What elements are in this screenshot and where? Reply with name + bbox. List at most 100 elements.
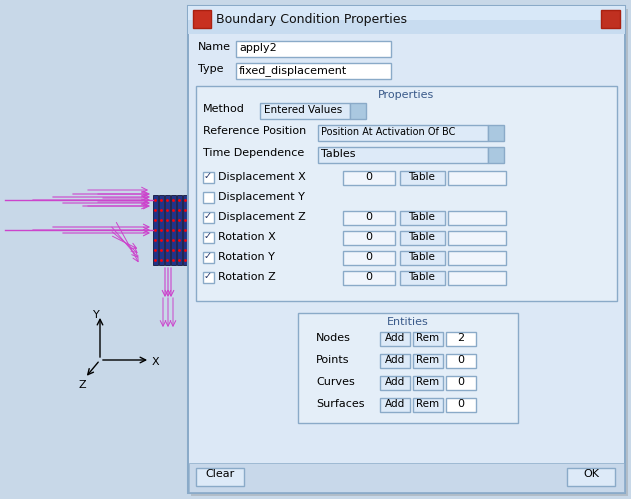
Bar	[191, 9, 628, 496]
Text: Table: Table	[408, 172, 435, 182]
Text: Table: Table	[408, 232, 435, 242]
Bar	[318, 125, 488, 141]
Bar	[448, 171, 506, 185]
Text: 2: 2	[457, 333, 464, 343]
Text: Table: Table	[408, 212, 435, 222]
Bar	[318, 147, 488, 163]
Text: Displacement X: Displacement X	[218, 172, 306, 182]
Bar	[601, 10, 620, 28]
Bar	[343, 231, 395, 245]
Bar	[188, 6, 625, 493]
Bar	[236, 41, 391, 57]
Bar	[380, 376, 410, 390]
Bar	[193, 10, 211, 28]
Bar	[189, 34, 624, 492]
Text: Rem: Rem	[416, 333, 440, 343]
Text: 0: 0	[365, 212, 372, 222]
Bar	[298, 313, 518, 423]
Text: Z: Z	[78, 380, 86, 390]
Text: Tables: Tables	[321, 149, 355, 159]
Text: X: X	[152, 357, 160, 367]
Bar	[446, 354, 476, 368]
Bar	[567, 468, 615, 486]
Bar	[165, 195, 170, 265]
Text: Table: Table	[408, 252, 435, 262]
Text: Reference Position: Reference Position	[203, 126, 306, 136]
Bar	[343, 211, 395, 225]
Bar	[343, 251, 395, 265]
Bar	[177, 195, 182, 265]
Text: 0: 0	[365, 252, 372, 262]
Text: ✓: ✓	[204, 271, 212, 281]
Bar	[446, 332, 476, 346]
Bar	[607, 195, 612, 265]
Bar	[236, 63, 391, 79]
Bar	[400, 171, 445, 185]
Bar	[413, 398, 443, 412]
Bar	[203, 232, 214, 243]
Bar	[203, 172, 214, 183]
Bar	[448, 211, 506, 225]
Text: Table: Table	[408, 272, 435, 282]
Text: Rotation Y: Rotation Y	[218, 252, 275, 262]
Text: Rem: Rem	[416, 355, 440, 365]
Text: Method: Method	[203, 104, 245, 114]
Text: 0: 0	[365, 172, 372, 182]
Bar	[448, 271, 506, 285]
Text: Rotation Z: Rotation Z	[218, 272, 276, 282]
Text: Add: Add	[385, 333, 405, 343]
Text: Clear: Clear	[205, 469, 235, 479]
Text: Name: Name	[198, 42, 231, 52]
Text: Nodes: Nodes	[316, 333, 351, 343]
Text: 0: 0	[457, 355, 464, 365]
Bar	[196, 86, 617, 301]
Text: Entered Values: Entered Values	[264, 105, 342, 115]
Bar	[380, 332, 410, 346]
Text: 0: 0	[457, 377, 464, 387]
Text: Add: Add	[385, 399, 405, 409]
Text: Displacement Z: Displacement Z	[218, 212, 306, 222]
Text: Points: Points	[316, 355, 350, 365]
Bar	[619, 195, 624, 265]
Text: OK: OK	[583, 469, 599, 479]
Bar	[350, 103, 366, 119]
Text: ✓: ✓	[204, 251, 212, 261]
Bar	[203, 192, 214, 203]
Bar	[488, 147, 504, 163]
Text: Type: Type	[198, 64, 223, 74]
Bar	[448, 231, 506, 245]
Bar	[203, 252, 214, 263]
Bar	[413, 332, 443, 346]
Bar	[446, 376, 476, 390]
Bar	[196, 468, 244, 486]
Text: apply2: apply2	[239, 43, 277, 53]
Text: Add: Add	[385, 355, 405, 365]
Text: Add: Add	[385, 377, 405, 387]
Text: M: M	[196, 11, 208, 21]
Text: Boundary Condition Properties: Boundary Condition Properties	[216, 13, 407, 26]
Bar	[153, 195, 158, 265]
Bar	[159, 195, 164, 265]
Bar	[380, 354, 410, 368]
Bar	[343, 171, 395, 185]
Text: 0: 0	[365, 272, 372, 282]
Text: x: x	[606, 11, 614, 24]
Bar	[260, 103, 350, 119]
Bar	[343, 271, 395, 285]
Text: Properties: Properties	[378, 90, 434, 100]
Text: ✓: ✓	[204, 231, 212, 241]
Bar	[188, 6, 625, 34]
Text: Surfaces: Surfaces	[316, 399, 365, 409]
Bar	[400, 231, 445, 245]
Text: Rem: Rem	[416, 399, 440, 409]
Text: Time Dependence: Time Dependence	[203, 148, 304, 158]
Text: Curves: Curves	[316, 377, 355, 387]
Bar	[203, 272, 214, 283]
Bar	[448, 251, 506, 265]
Text: Rem: Rem	[416, 377, 440, 387]
Bar	[380, 398, 410, 412]
Text: Position At Activation Of BC: Position At Activation Of BC	[321, 127, 456, 137]
Bar	[446, 398, 476, 412]
Bar	[400, 251, 445, 265]
Bar	[183, 195, 188, 265]
